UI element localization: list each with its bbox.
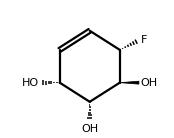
Text: F: F [141,35,147,45]
Polygon shape [120,81,139,84]
Text: OH: OH [141,78,158,88]
Text: OH: OH [81,124,98,134]
Text: HO: HO [22,78,39,88]
